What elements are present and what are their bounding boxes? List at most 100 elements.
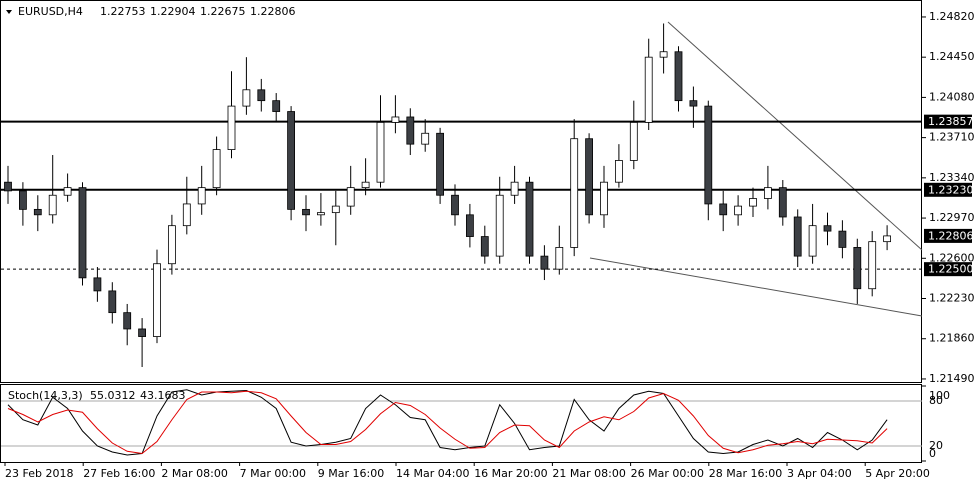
candle-body (525, 181, 534, 257)
candle-body (823, 225, 832, 232)
candle-body (287, 111, 296, 210)
y-tick-label: 1.24450 (929, 50, 975, 63)
candle-body (540, 255, 549, 270)
stoch-line (7, 390, 888, 455)
candle-body (63, 187, 72, 196)
candle-body (272, 100, 281, 112)
trend-line-lower (589, 257, 923, 317)
candle-body (346, 187, 355, 207)
candle-body (764, 187, 772, 199)
x-tick-label: 27 Feb 16:00 (83, 467, 155, 480)
candle-body (257, 89, 266, 102)
y-tick-label: 1.22600 (929, 251, 975, 264)
candle-body (4, 181, 12, 192)
stoch-panel (0, 384, 922, 463)
y-tick-label: 80 (929, 394, 943, 407)
x-tick-label: 9 Mar 16:00 (318, 467, 384, 480)
candle-body (629, 122, 638, 161)
y-tick-label: 1.23340 (929, 171, 975, 184)
candle-body (18, 190, 27, 210)
price-label: 1.22806 (928, 229, 974, 242)
y-tick-label: 1.21490 (929, 372, 975, 385)
candle-body (138, 328, 147, 337)
candle-body (808, 225, 817, 257)
x-tick-label: 26 Mar 00:00 (631, 467, 704, 480)
y-tick-label: 1.22970 (929, 211, 975, 224)
candle-body (600, 181, 608, 216)
candle-body (78, 187, 87, 279)
candle-body (868, 241, 877, 290)
candle-body (167, 225, 176, 265)
candle-body (33, 208, 42, 216)
candle-body (659, 51, 668, 58)
candle-body (734, 205, 742, 216)
x-tick-label: 16 Mar 20:00 (474, 467, 547, 480)
candle-body (93, 277, 102, 292)
candle-body (361, 181, 370, 189)
x-tick-label: 3 Apr 04:00 (787, 467, 852, 480)
candle-body (316, 212, 325, 216)
candle-body (48, 194, 57, 216)
stoch-main-value: 55.0312 (90, 389, 136, 402)
candle-body (123, 312, 132, 330)
ohlc-high: 1.22904 (150, 5, 196, 18)
candle-body (480, 236, 489, 257)
candle-body (570, 138, 579, 248)
candle-body (510, 181, 519, 196)
candle-body (704, 105, 713, 205)
candle-body (406, 116, 415, 145)
x-tick-label: 2 Mar 08:00 (161, 467, 227, 480)
candle-body (719, 203, 728, 216)
x-tick-label: 21 Mar 08:00 (552, 467, 625, 480)
x-tick-label: 7 Mar 00:00 (240, 467, 306, 480)
x-tick-label: 5 Apr 20:00 (865, 467, 930, 480)
candle-body (689, 100, 698, 107)
candle-body (793, 216, 802, 257)
candle-body (451, 194, 459, 216)
x-tick-label: 14 Mar 04:00 (396, 467, 469, 480)
stoch-title: Stoch(14,3,3) (8, 389, 83, 402)
stoch-line (7, 389, 888, 456)
symbol-title: EURUSD,H4 (18, 5, 83, 18)
level-label-box (924, 262, 972, 277)
ohlc-open: 1.22753 (100, 5, 146, 18)
candle-body (465, 214, 474, 237)
menu-arrow (6, 10, 12, 14)
stoch-signal-value: 43.1683 (140, 389, 186, 402)
candle-body (242, 89, 251, 107)
y-tick-label: 1.22230 (929, 292, 975, 305)
level-label-box (924, 182, 972, 197)
y-tick-label: 1.23710 (929, 131, 975, 144)
level-label: 1.23230 (928, 183, 974, 196)
candle-body (778, 187, 787, 218)
candle-body (302, 208, 310, 216)
y-tick-label: 1.24820 (929, 10, 975, 23)
x-tick-label: 28 Mar 16:00 (709, 467, 782, 480)
y-tick-label: 0 (929, 447, 936, 460)
candle-body (108, 290, 117, 314)
candle-body (674, 51, 683, 102)
candle-body (585, 138, 593, 216)
candle-body (391, 116, 400, 123)
candle-body (376, 122, 385, 183)
candle-body (331, 205, 340, 214)
x-tick-label: 23 Feb 2018 (5, 467, 73, 480)
candle-body (495, 194, 504, 257)
candle-body (853, 247, 862, 290)
trend-line-upper (667, 21, 923, 251)
candle-body (212, 149, 221, 189)
y-tick-label: 100 (929, 389, 950, 402)
y-tick-label: 1.21860 (929, 332, 975, 345)
candle-body (838, 230, 847, 248)
candle-body (182, 203, 191, 227)
price-label-box (924, 228, 972, 243)
candle-body (153, 263, 161, 337)
level-label: 1.23857 (928, 115, 974, 128)
level-label: 1.22500 (928, 263, 974, 276)
candle-body (749, 198, 757, 207)
y-tick-label: 1.24080 (929, 90, 975, 103)
candle-body (421, 132, 430, 145)
ohlc-low: 1.22675 (200, 5, 246, 18)
candle-body (883, 235, 891, 243)
